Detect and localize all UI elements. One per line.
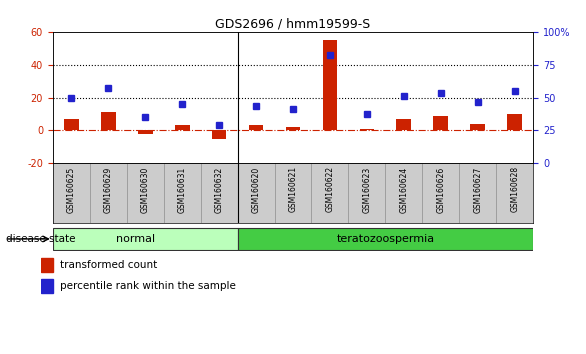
Text: GSM160621: GSM160621 bbox=[288, 166, 298, 212]
FancyBboxPatch shape bbox=[127, 163, 163, 223]
Bar bbox=[41, 258, 53, 272]
FancyBboxPatch shape bbox=[200, 163, 237, 223]
Title: GDS2696 / hmm19599-S: GDS2696 / hmm19599-S bbox=[216, 18, 370, 31]
Bar bbox=[285, 127, 301, 130]
Bar bbox=[248, 126, 264, 130]
Bar bbox=[360, 129, 374, 130]
Bar bbox=[64, 119, 79, 130]
Text: GSM160625: GSM160625 bbox=[67, 166, 76, 212]
Bar bbox=[41, 279, 53, 293]
Text: GSM160626: GSM160626 bbox=[437, 166, 445, 212]
Text: disease state: disease state bbox=[6, 234, 76, 244]
Text: GSM160622: GSM160622 bbox=[325, 166, 335, 212]
Bar bbox=[471, 124, 485, 130]
Text: GSM160631: GSM160631 bbox=[178, 166, 186, 212]
Text: transformed count: transformed count bbox=[60, 260, 158, 270]
Text: teratozoospermia: teratozoospermia bbox=[336, 234, 434, 244]
Bar bbox=[212, 130, 226, 139]
FancyBboxPatch shape bbox=[53, 163, 90, 223]
Bar bbox=[507, 114, 522, 130]
FancyBboxPatch shape bbox=[423, 163, 459, 223]
Bar bbox=[101, 112, 115, 130]
Text: normal: normal bbox=[117, 234, 155, 244]
FancyBboxPatch shape bbox=[496, 163, 533, 223]
Text: GSM160630: GSM160630 bbox=[141, 166, 149, 213]
Text: GSM160629: GSM160629 bbox=[104, 166, 113, 212]
Text: GSM160623: GSM160623 bbox=[362, 166, 372, 212]
Text: GSM160632: GSM160632 bbox=[214, 166, 224, 212]
Bar bbox=[397, 119, 411, 130]
Bar bbox=[138, 130, 152, 134]
Bar bbox=[434, 116, 448, 130]
FancyBboxPatch shape bbox=[386, 163, 423, 223]
FancyBboxPatch shape bbox=[163, 163, 200, 223]
Text: GSM160620: GSM160620 bbox=[251, 166, 261, 212]
Text: GSM160627: GSM160627 bbox=[473, 166, 482, 212]
Text: GSM160628: GSM160628 bbox=[510, 166, 519, 212]
FancyBboxPatch shape bbox=[349, 163, 386, 223]
FancyBboxPatch shape bbox=[237, 163, 274, 223]
FancyBboxPatch shape bbox=[237, 228, 533, 250]
Text: percentile rank within the sample: percentile rank within the sample bbox=[60, 281, 236, 291]
Text: GSM160624: GSM160624 bbox=[400, 166, 408, 212]
Bar bbox=[322, 40, 338, 130]
FancyBboxPatch shape bbox=[90, 163, 127, 223]
Bar bbox=[175, 126, 189, 130]
FancyBboxPatch shape bbox=[53, 228, 237, 250]
FancyBboxPatch shape bbox=[459, 163, 496, 223]
FancyBboxPatch shape bbox=[274, 163, 312, 223]
FancyBboxPatch shape bbox=[312, 163, 349, 223]
